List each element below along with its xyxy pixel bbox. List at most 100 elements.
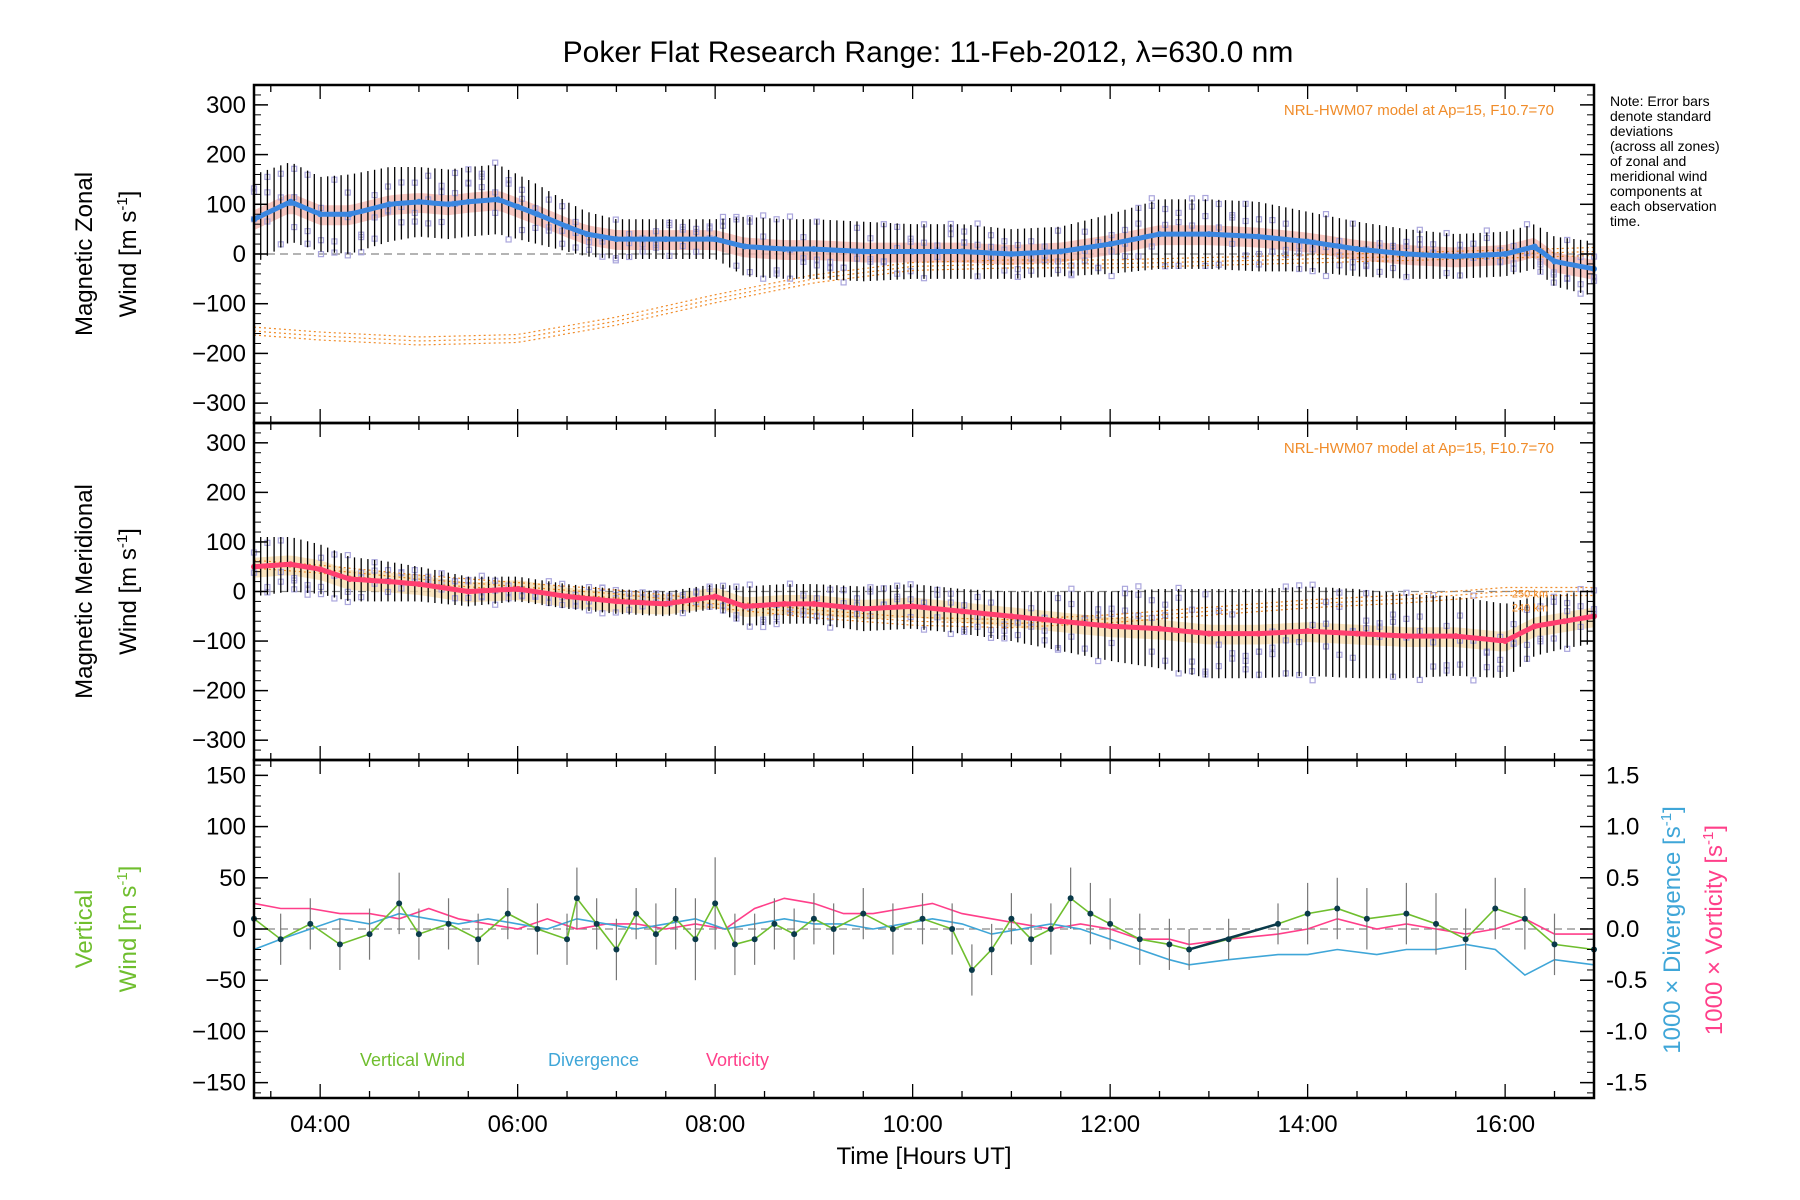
note-line: components at (1610, 183, 1702, 199)
zonal-wind-point (415, 198, 422, 205)
vertical-wind-point (277, 936, 284, 943)
y-tick-label: 0 (233, 916, 246, 943)
note-line: (across all zones) (1610, 138, 1720, 154)
legend-item: Vorticity (706, 1050, 769, 1070)
note-line: deviations (1610, 123, 1673, 139)
vertical-wind-point (475, 936, 482, 943)
zone-sample-point (1309, 581, 1316, 588)
meridional-wind-point (959, 608, 966, 615)
vertical-wind-point (1028, 936, 1035, 943)
vertical-wind-point (652, 931, 659, 938)
vertical-wind-point (889, 926, 896, 932)
y-tick-label: −300 (192, 390, 246, 417)
vertical-wind-point (1136, 936, 1143, 943)
zonal-wind-point (445, 201, 452, 208)
zonal-wind-point (959, 248, 966, 255)
chart-title: Poker Flat Research Range: 11-Feb-2012, … (563, 36, 1294, 69)
x-tick-label: 04:00 (290, 1111, 350, 1138)
y-tick-label: 0 (233, 579, 246, 606)
y-tick-label: 200 (206, 142, 246, 169)
zonal-wind-point (613, 236, 620, 243)
x-tick-label: 14:00 (1278, 1111, 1338, 1138)
x-tick-label: 12:00 (1080, 1111, 1140, 1138)
y-axis-label: Wind [m s-1] (114, 191, 142, 318)
vertical-wind-point (613, 946, 620, 953)
vertical-wind-point (1047, 926, 1054, 932)
vertical-wind-point (336, 941, 343, 948)
zonal-wind-point (1551, 258, 1558, 265)
zonal-wind-point (712, 236, 719, 243)
model-label: NRL-HWM07 model at Ap=15, F10.7=70 (1284, 440, 1554, 457)
zone-sample-point (1322, 272, 1330, 280)
meridional-wind-point (1057, 618, 1064, 625)
right-tick-label: -0.5 (1606, 967, 1647, 994)
zonal-wind-point (810, 246, 817, 253)
zonal-wind-point (662, 236, 669, 243)
y-tick-label: −200 (192, 340, 246, 367)
vertical-wind-point (1433, 920, 1440, 927)
vertical-wind-point (1166, 941, 1173, 948)
zonal-wind-point (494, 196, 501, 203)
vertical-wind-point (415, 931, 422, 938)
y-tick-label: 300 (206, 430, 246, 457)
vertical-wind-point (810, 915, 817, 922)
vertical-wind-point (988, 946, 995, 953)
zone-sample-point (1483, 227, 1490, 234)
meridional-wind-point (741, 603, 748, 610)
divergence-line (253, 912, 1595, 977)
meridional-wind-point (909, 603, 916, 610)
zonal-wind-point (1205, 231, 1212, 238)
y-tick-label: 0 (233, 241, 246, 268)
legend-item: Vertical Wind (360, 1050, 465, 1070)
vertical-wind-point (751, 936, 758, 943)
vertical-wind-point (593, 920, 600, 927)
zone-sample-point (304, 591, 311, 598)
zone-sample-point (1470, 592, 1477, 599)
meridional-wind-point (1452, 633, 1459, 640)
meridional-wind-point (1156, 625, 1163, 632)
vertical-wind-point (1403, 910, 1410, 917)
vertical-wind-point (1551, 941, 1558, 948)
vertical-wind-point (1521, 915, 1528, 922)
vertical-wind-point (396, 900, 403, 907)
vertical-wind-point (771, 920, 778, 927)
vertical-wind-point (949, 926, 956, 932)
right-axis-label: 1000 × Vorticity [s-1] (1700, 825, 1728, 1035)
meridional-wind-point (1107, 623, 1114, 630)
meridional-wind-point (1403, 633, 1410, 640)
vertical-wind-point (1107, 920, 1114, 927)
y-tick-label: −150 (192, 1070, 246, 1097)
y-tick-label: −100 (192, 628, 246, 655)
meridional-wind-point (1354, 630, 1361, 637)
zonal-wind-point (1156, 231, 1163, 238)
panel-vertical: Vertical Wind Divergence Vorticity 1.5 1.0 0.… (71, 758, 1728, 1170)
vertical-wind-line (253, 896, 1595, 972)
zonal-wind-point (741, 243, 748, 250)
y-tick-label: 100 (206, 529, 246, 556)
vertical-wind-point (968, 966, 975, 973)
zonal-wind-point (1502, 251, 1509, 257)
y-axis-label: Magnetic Meridional (71, 484, 98, 699)
zone-sample-point (1135, 583, 1142, 590)
zonal-wind-point (1403, 251, 1410, 257)
meridional-wind-point (287, 561, 294, 568)
y-tick-label: 150 (206, 762, 246, 789)
zone-sample-point (760, 212, 767, 219)
vertical-wind-gap-segment (1188, 922, 1279, 951)
vertical-wind-point (1008, 915, 1015, 922)
zone-sample-point (1095, 657, 1102, 665)
zone-sample-point (760, 623, 767, 631)
note-line: Note: Error bars (1610, 93, 1710, 109)
zone-sample-point (1108, 272, 1115, 280)
vertical-wind-point (692, 936, 699, 943)
zonal-wind-point (1008, 251, 1015, 257)
vertical-wind-point (564, 936, 571, 943)
x-tick-label: 06:00 (488, 1111, 548, 1138)
zone-sample-point (1523, 221, 1531, 228)
meridional-wind-point (1255, 630, 1262, 637)
x-tick-label: 10:00 (883, 1111, 943, 1138)
zonal-wind-point (317, 211, 324, 218)
meridional-wind-point (1502, 638, 1509, 645)
altitude-label: 250 km (1512, 589, 1548, 601)
right-tick-label: 0.5 (1606, 865, 1639, 892)
